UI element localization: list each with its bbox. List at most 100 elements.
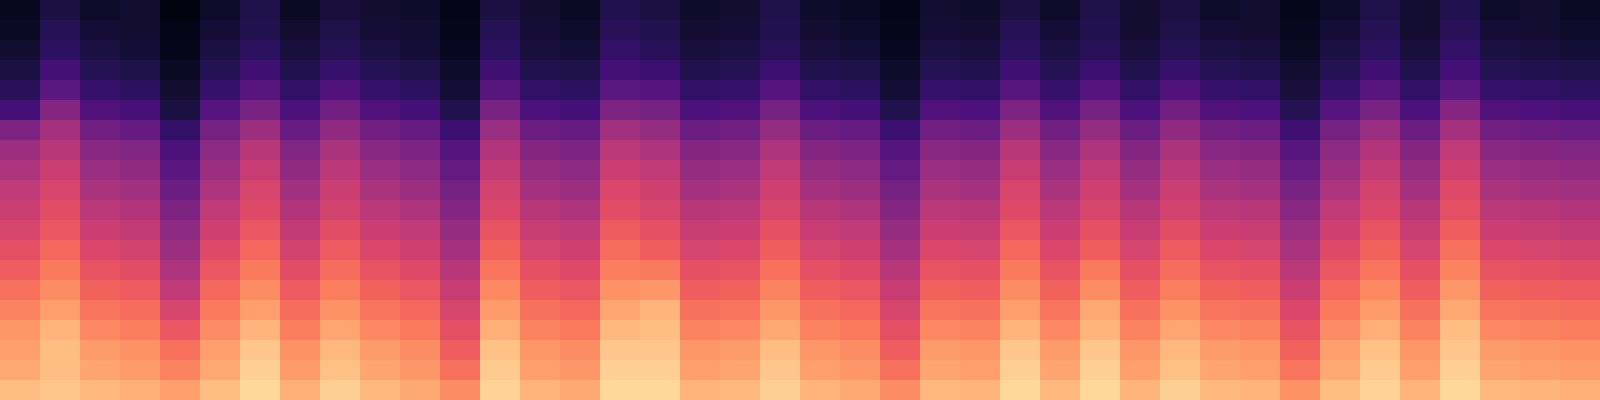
heatmap-cell [1280,100,1321,121]
heatmap-cell [680,240,721,261]
heatmap-cell [1040,360,1081,381]
heatmap-cell [760,100,801,121]
heatmap-cell [560,320,601,341]
heatmap-cell [1520,40,1561,61]
heatmap-cell [40,320,81,341]
heatmap-cell [1120,80,1161,101]
heatmap-cell [1000,380,1041,400]
heatmap-cell [800,340,841,361]
heatmap-cell [960,380,1001,400]
heatmap-cell [360,300,401,321]
heatmap-cell [1200,360,1241,381]
heatmap-cell [520,80,561,101]
heatmap-cell [1000,320,1041,341]
heatmap-cell [880,100,921,121]
heatmap-cell [640,320,681,341]
heatmap-cell [120,380,161,400]
heatmap-cell [960,280,1001,301]
heatmap-cell [840,260,881,281]
heatmap-cell [80,280,121,301]
heatmap-cell [960,200,1001,221]
heatmap-cell [1360,20,1401,41]
heatmap-cell [40,80,81,101]
heatmap-cell [1000,300,1041,321]
heatmap-cell [1320,80,1361,101]
heatmap-cell [240,80,281,101]
heatmap-cell [400,120,441,141]
heatmap-cell [400,20,441,41]
heatmap-cell [320,240,361,261]
heatmap-cell [680,120,721,141]
heatmap-cell [680,360,721,381]
heatmap-cell [1200,380,1241,400]
heatmap-cell [1560,40,1600,61]
heatmap-cell [1320,20,1361,41]
heatmap-cell [1240,140,1281,161]
heatmap-cell [720,180,761,201]
heatmap-cell [880,60,921,81]
heatmap-cell [1560,180,1600,201]
heatmap-cell [1000,160,1041,181]
heatmap-cell [360,120,401,141]
heatmap-cell [520,360,561,381]
heatmap-cell [560,240,601,261]
heatmap-cell [720,360,761,381]
heatmap-cell [960,0,1001,21]
heatmap-cell [1120,380,1161,400]
heatmap-cell [680,340,721,361]
heatmap-cell [480,120,521,141]
heatmap-cell [160,80,201,101]
heatmap-cell [1240,220,1281,241]
heatmap-cell [1320,340,1361,361]
heatmap-cell [1520,260,1561,281]
heatmap-cell [1440,140,1481,161]
heatmap-cell [440,0,481,21]
heatmap-cell [520,160,561,181]
heatmap-cell [40,20,81,41]
heatmap-cell [1080,320,1121,341]
heatmap-cell [1400,380,1441,400]
heatmap-cell [40,280,81,301]
heatmap-cell [280,340,321,361]
heatmap-cell [680,200,721,221]
heatmap-cell [1480,280,1521,301]
heatmap-cell [920,260,961,281]
heatmap-cell [920,300,961,321]
heatmap-cell [760,60,801,81]
heatmap-cell [80,80,121,101]
heatmap-cell [1200,320,1241,341]
heatmap-cell [1040,40,1081,61]
heatmap-cell [160,380,201,400]
heatmap-cell [1440,340,1481,361]
heatmap-cell [240,360,281,381]
heatmap-cell [1080,80,1121,101]
heatmap-cell [760,300,801,321]
heatmap-cell [440,200,481,221]
heatmap-cell [1200,80,1241,101]
heatmap-cell [1360,380,1401,400]
heatmap-cell [240,40,281,61]
heatmap-cell [1440,200,1481,221]
heatmap-cell [1040,100,1081,121]
heatmap-cell [1160,60,1201,81]
heatmap-cell [360,80,401,101]
heatmap-cell [840,320,881,341]
heatmap-cell [1360,180,1401,201]
heatmap-cell [1000,100,1041,121]
heatmap-cell [720,320,761,341]
heatmap-cell [880,0,921,21]
heatmap-cell [240,60,281,81]
heatmap-cell [400,320,441,341]
heatmap-cell [440,340,481,361]
heatmap-cell [200,140,241,161]
heatmap-cell [1480,80,1521,101]
heatmap-cell [920,180,961,201]
heatmap-cell [1440,280,1481,301]
heatmap-cell [880,340,921,361]
heatmap-cell [1280,40,1321,61]
heatmap-cell [1200,300,1241,321]
heatmap-cell [400,80,441,101]
heatmap-cell [1360,100,1401,121]
heatmap-cell [1320,260,1361,281]
heatmap-cell [1280,180,1321,201]
